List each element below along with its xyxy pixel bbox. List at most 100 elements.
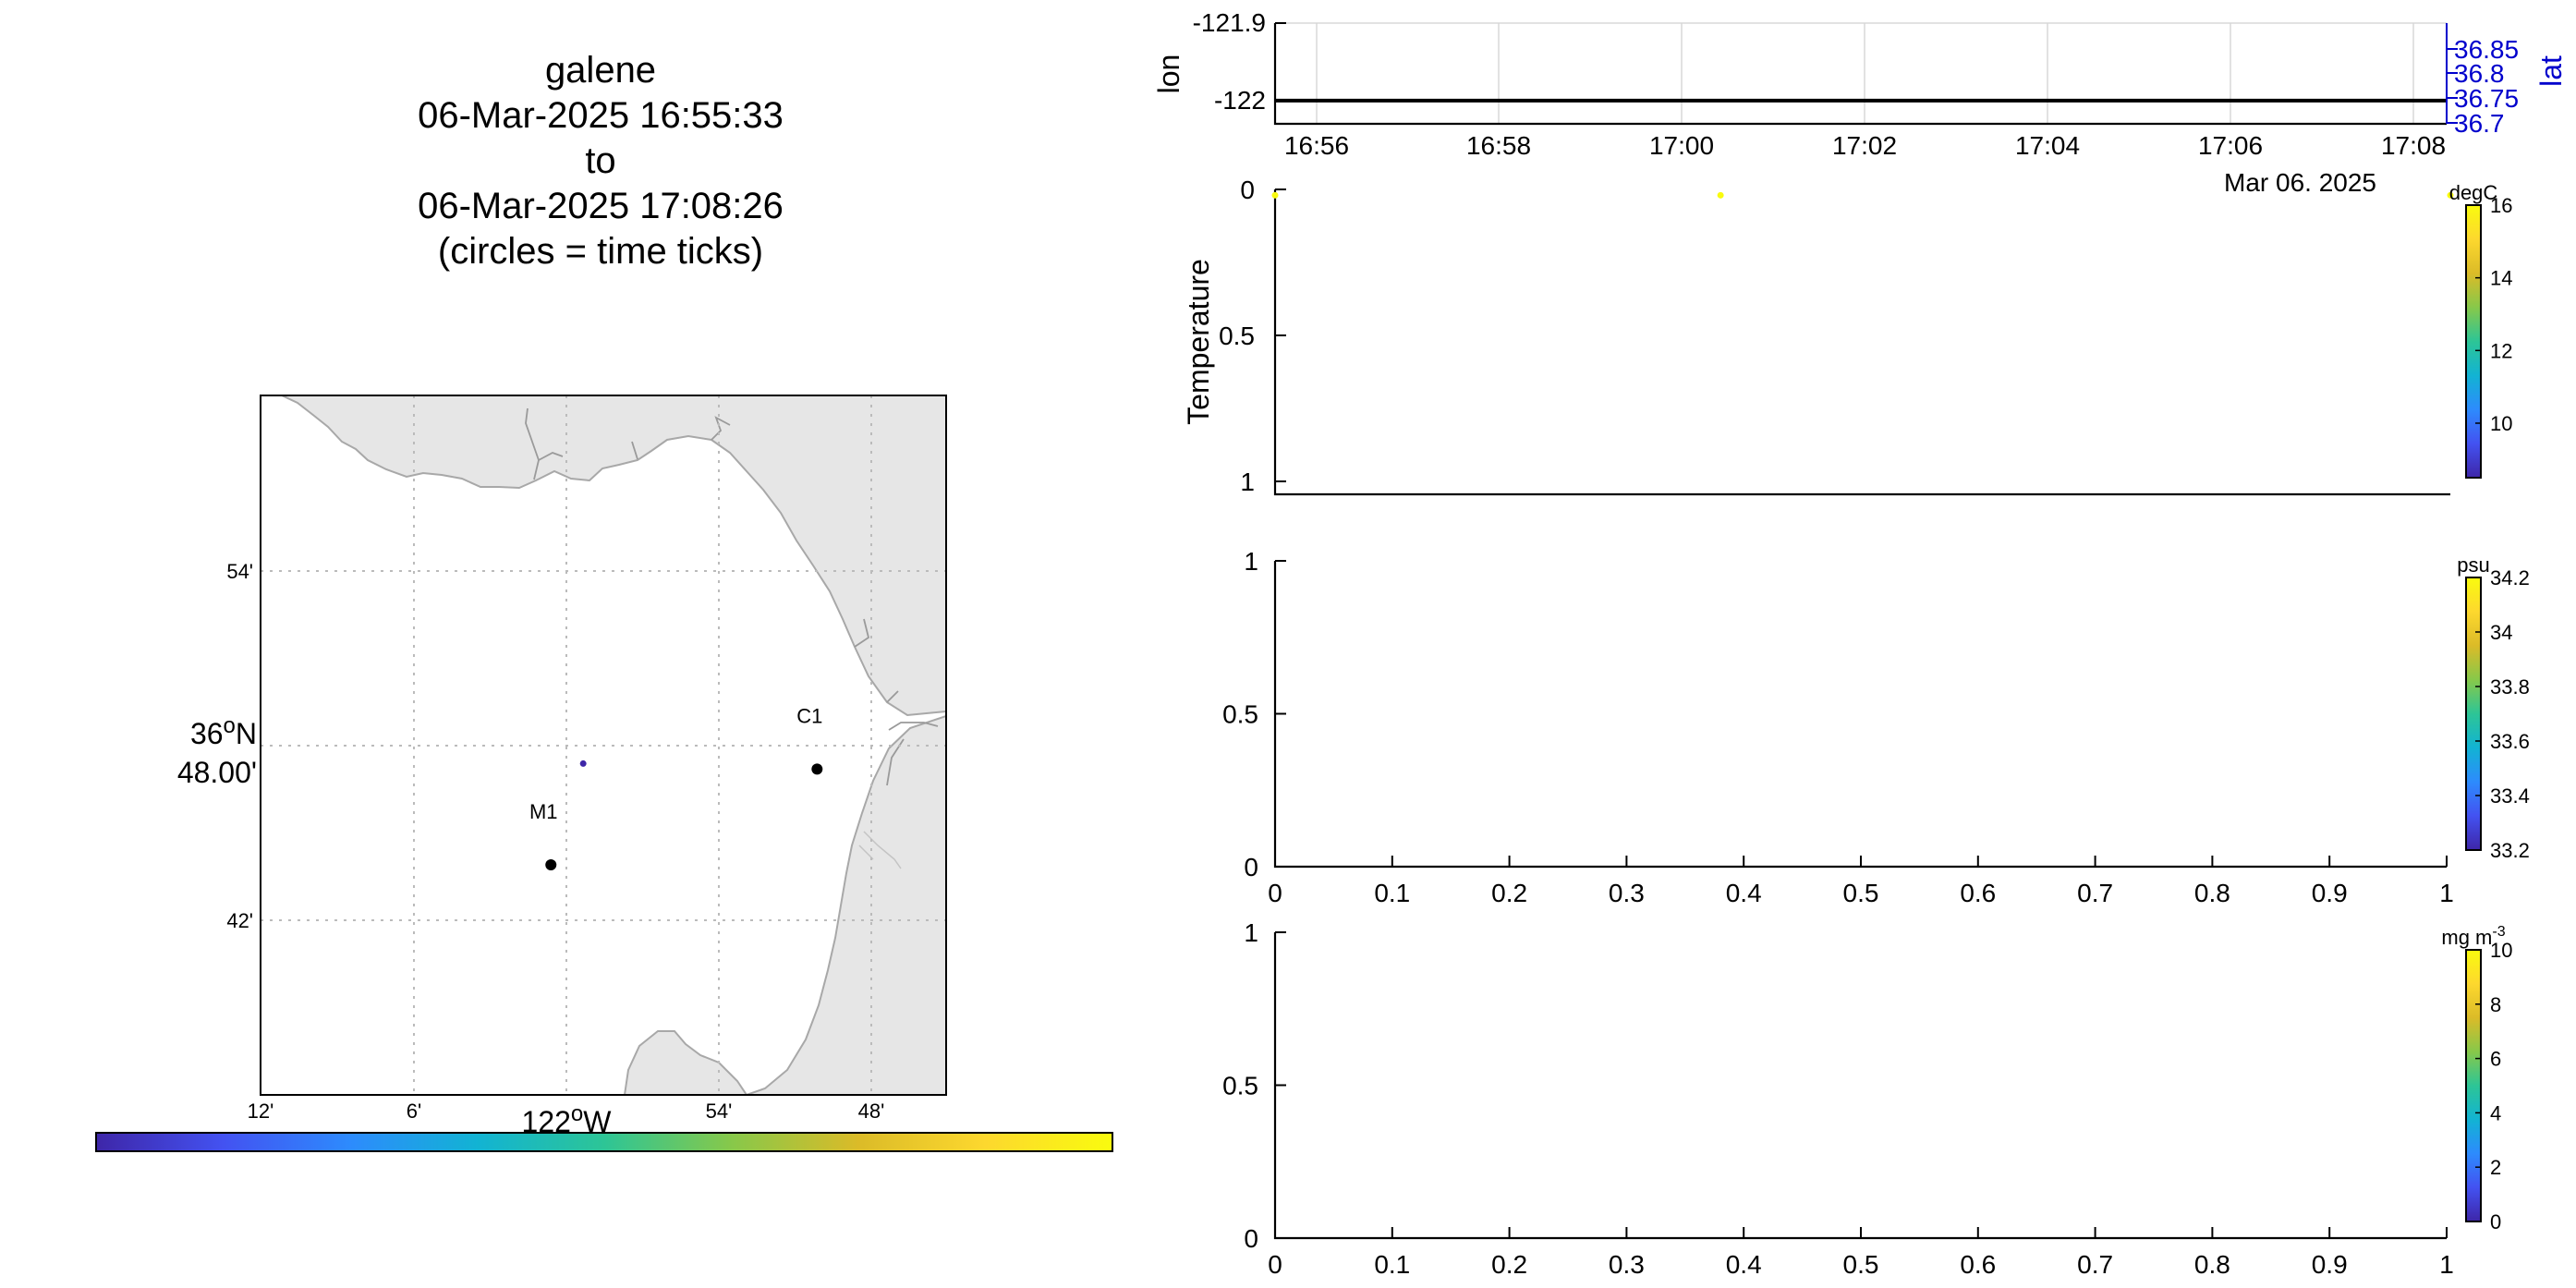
temp-colorbar-tick-label: 10 — [2490, 412, 2512, 435]
temp-colorbar-tick-label: 16 — [2490, 194, 2512, 217]
station-marker — [545, 858, 557, 870]
map-x-tick-label: 48' — [858, 1100, 885, 1123]
track-point — [579, 759, 587, 767]
sal-x-tick-label: 0.7 — [2077, 879, 2113, 907]
temp-colorbar-tick-label: 14 — [2490, 267, 2512, 290]
temp-data-point — [2447, 191, 2454, 199]
land-north — [261, 395, 946, 717]
coast-inner — [858, 831, 902, 869]
temp-colorbar-tick-label: 12 — [2490, 339, 2512, 362]
chl-x-tick-label: 0.9 — [2312, 1250, 2348, 1279]
sal-axes — [1273, 561, 2447, 869]
chl-y-tick-label: 1 — [1244, 918, 1258, 947]
temp-y-tick-label: 0 — [1240, 176, 1255, 204]
chl-x-tick-label: 0.8 — [2194, 1250, 2230, 1279]
river-east — [854, 618, 939, 786]
chl-x-tick-label: 1 — [2439, 1250, 2454, 1279]
chl-colorbar-tick-label: 6 — [2490, 1048, 2501, 1071]
sal-y-tick-label: 0 — [1244, 853, 1258, 881]
sal-colorbar-tick-label: 33.8 — [2490, 675, 2530, 699]
sal-x-tick-label: 0 — [1268, 879, 1282, 907]
date-label: Mar 06. 2025 — [2224, 168, 2376, 197]
lat-tick-label: 36.7 — [2454, 109, 2505, 138]
temp-axis-label: Temperature — [1182, 259, 1215, 425]
figure-title: galene 06-Mar-2025 16:55:33 to 06-Mar-20… — [388, 48, 813, 274]
land-south-cape — [623, 1030, 748, 1095]
sal-colorbar-tick-label: 33.6 — [2490, 730, 2530, 753]
chl-axes — [1273, 932, 2447, 1240]
title-line: galene — [544, 50, 657, 91]
chlorophyll-panel: 10.500 0.1 0.2 0.3 0.4 0.5 0.6 0.7 0.8 0.9 1108642… — [1222, 918, 2512, 1279]
sal-colorbar-tick-label: 33.4 — [2490, 784, 2530, 808]
lat-tick-label: 36.85 — [2454, 35, 2519, 64]
sal-x-tick-label: 0.9 — [2312, 879, 2348, 907]
sal-x-tick-label: 0.8 — [2194, 879, 2230, 907]
map-x-tick-label: 54' — [706, 1100, 733, 1123]
lat-tick-label: 36.8 — [2454, 59, 2505, 88]
lonlat-panel: 16:56 16:58 17:00 17:02 17:04 17:06 17:08 -121.… — [1152, 8, 2568, 197]
lonlat-left-tick-label: -121.9 — [1193, 8, 1266, 37]
temp-data-point — [1717, 191, 1724, 199]
lonlat-left-tick-label: -122 — [1214, 86, 1266, 115]
river-north — [525, 407, 731, 480]
chl-y-tick-label: 0.5 — [1222, 1072, 1258, 1100]
chl-colorbar-unit: mg m-3 — [2441, 924, 2505, 949]
station-marker — [811, 763, 823, 775]
salinity-panel: 1 0.5 00 0.1 0.2 0.3 0.4 0.5 0.6 0.7 0.8 0.9 1 34.2 34… — [1222, 547, 2530, 907]
map-x-tick-label: 6' — [407, 1100, 421, 1123]
chl-colorbar-tick-label: 2 — [2490, 1156, 2501, 1179]
chl-x-tick-label: 0.6 — [1960, 1250, 1996, 1279]
sal-colorbar-tick-label: 34.2 — [2490, 566, 2530, 589]
title-line: (circles = time ticks) — [437, 231, 764, 272]
temp-data-point — [1271, 191, 1279, 199]
chl-x-tick-label: 0.2 — [1491, 1250, 1527, 1279]
chl-x-tick-label: 0.5 — [1843, 1250, 1879, 1279]
lonlat-x-tick-label: 17:04 — [2015, 131, 2080, 160]
sal-colorbar — [2465, 577, 2482, 851]
sal-x-tick-label: 0.3 — [1609, 879, 1645, 907]
lon-axis-label: lon — [1152, 55, 1185, 94]
chl-colorbar-tick-label: 4 — [2490, 1101, 2501, 1124]
chl-colorbar — [2465, 949, 2482, 1222]
chl-colorbar-tick-label: 10 — [2490, 939, 2512, 962]
land-layer — [261, 395, 946, 1095]
map-y-tick-label: 54' — [226, 560, 253, 583]
sal-colorbar-unit: psu — [2457, 553, 2489, 577]
sal-x-tick-label: 0.2 — [1491, 879, 1527, 907]
sal-colorbar-tick-label: 33.2 — [2490, 839, 2530, 862]
sal-x-tick-label: 0.1 — [1374, 879, 1410, 907]
chl-y-tick-label: 0 — [1244, 1224, 1258, 1253]
map-frame — [260, 395, 947, 1096]
temp-axes — [1273, 189, 2450, 496]
map-graticule — [261, 395, 946, 1095]
lonlat-axes — [1273, 23, 2447, 126]
map-y-tick-label: 48.00' — [177, 756, 257, 789]
map-y-tick-label: 42' — [226, 909, 253, 932]
chl-x-tick-label: 0 — [1268, 1250, 1282, 1279]
chl-x-tick-label: 0.7 — [2077, 1250, 2113, 1279]
map-marks: M1 C1 — [529, 704, 822, 870]
sal-x-tick-label: 0.4 — [1726, 879, 1762, 907]
map-y-tick-label: 36oN — [190, 713, 257, 750]
lonlat-x-tick-label: 17:02 — [1832, 131, 1897, 160]
lonlat-x-tick-label: 16:56 — [1284, 131, 1349, 160]
lonlat-x-tick-label: 17:00 — [1649, 131, 1714, 160]
chl-x-tick-label: 0.1 — [1374, 1250, 1410, 1279]
chl-x-tick-label: 0.4 — [1726, 1250, 1762, 1279]
sal-y-tick-label: 0.5 — [1222, 700, 1258, 729]
temp-colorbar — [2465, 204, 2482, 479]
sal-y-tick-label: 1 — [1244, 547, 1258, 576]
chl-x-tick-label: 0.3 — [1609, 1250, 1645, 1279]
lonlat-x-tick-label: 17:08 — [2381, 131, 2446, 160]
temp-colorbar-unit: degC — [2449, 181, 2498, 204]
chl-colorbar-tick-label: 0 — [2490, 1210, 2501, 1233]
sal-x-tick-label: 0.5 — [1843, 879, 1879, 907]
temp-y-tick-label: 1 — [1240, 468, 1255, 496]
temperature-panel: 0 0.5 1 Temperature 16 14 12 10 degC — [1182, 176, 2512, 496]
title-line: 06-Mar-2025 17:08:26 — [418, 186, 784, 226]
temp-y-tick-label: 0.5 — [1219, 322, 1255, 350]
